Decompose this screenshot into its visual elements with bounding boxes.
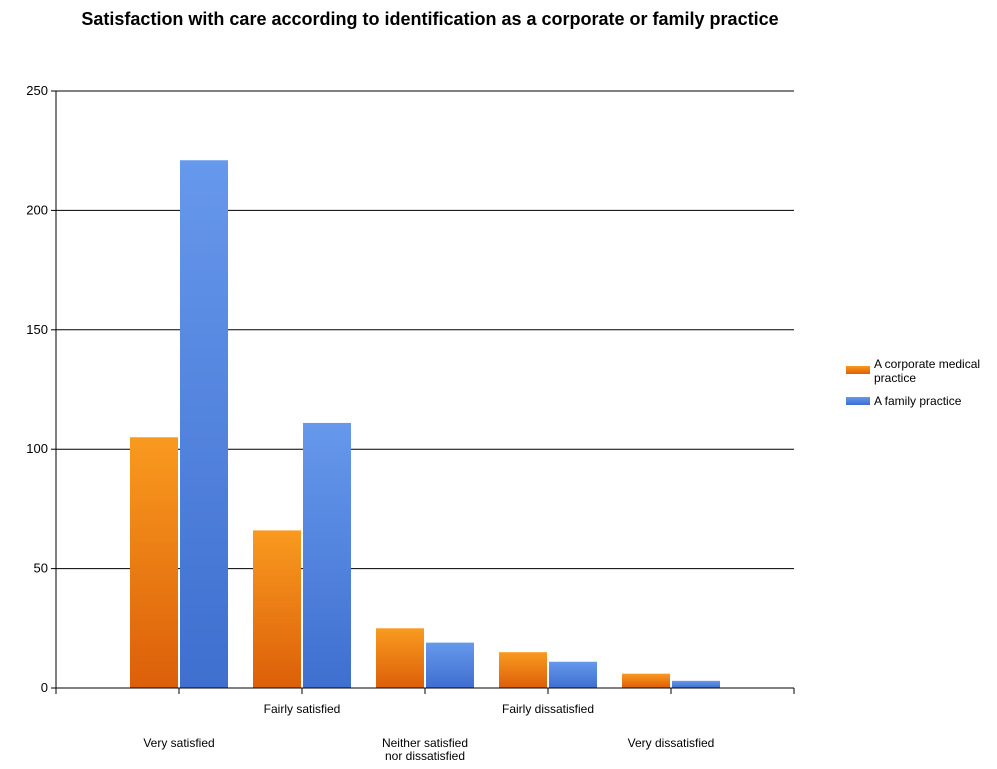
legend-label-family: A family practice (874, 394, 962, 408)
bar-corporate (499, 652, 547, 688)
bar-family (672, 680, 720, 688)
bar-family (303, 422, 351, 688)
legend-item-corporate: A corporate medical practice (846, 357, 996, 385)
x-tick-label: Neither satisfied nor dissatisfied (382, 736, 468, 763)
bar-corporate (253, 530, 301, 688)
bar-corporate (130, 437, 178, 688)
y-tick-label: 50 (34, 561, 48, 576)
x-tick-label: Fairly dissatisfied (502, 702, 594, 716)
chart-title: Satisfaction with care according to iden… (81, 9, 779, 29)
y-tick-label: 100 (26, 441, 48, 456)
x-tick-label: Very dissatisfied (628, 736, 715, 750)
x-tick-label: Very satisfied (143, 736, 214, 750)
bar-corporate (622, 673, 670, 688)
y-tick-label: 0 (41, 680, 48, 695)
bar-corporate (376, 628, 424, 688)
y-tick-label: 250 (26, 83, 48, 98)
bar-family (426, 642, 474, 688)
bar-family (549, 661, 597, 688)
legend-item-family: A family practice (846, 394, 996, 408)
y-tick-label: 150 (26, 322, 48, 337)
chart-legend: A corporate medical practice A family pr… (846, 357, 996, 408)
legend-swatch-family (846, 397, 870, 405)
bar-family (180, 160, 228, 688)
legend-label-corporate: A corporate medical practice (874, 357, 981, 385)
legend-swatch-corporate (846, 366, 870, 374)
x-tick-label: Fairly satisfied (264, 702, 341, 716)
y-tick-label: 200 (26, 202, 48, 217)
